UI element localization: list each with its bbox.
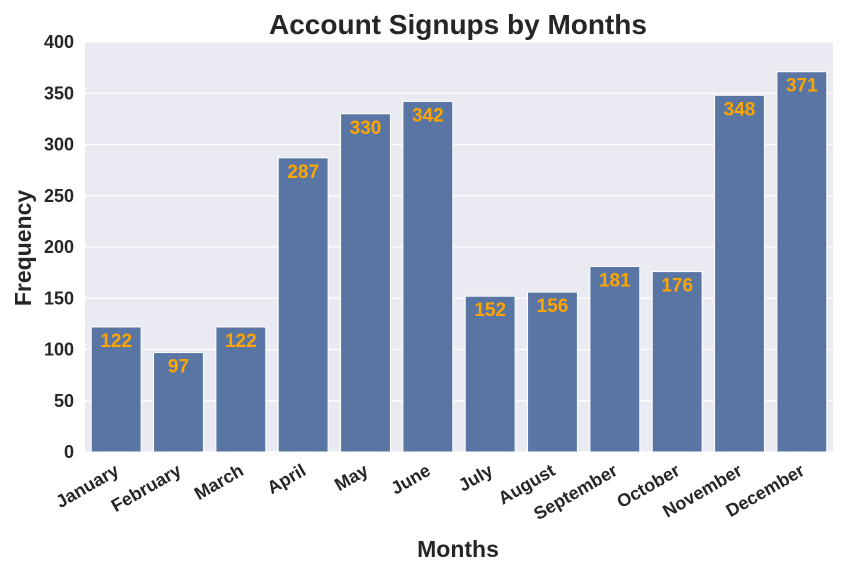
- data-label: 330: [350, 118, 382, 139]
- data-label: 181: [599, 270, 631, 291]
- x-tick-label: February: [108, 460, 185, 516]
- bar-may: [340, 113, 391, 453]
- bar-september: [589, 265, 641, 453]
- chart-title: Account Signups by Months: [269, 9, 647, 40]
- data-label: 176: [661, 276, 693, 297]
- data-label: 97: [168, 357, 189, 378]
- y-tick-label: 200: [44, 237, 74, 257]
- data-label: 122: [225, 331, 257, 352]
- data-labels: 122 97 122 287 330 342 152 156 181 176 348 371: [100, 76, 818, 378]
- data-label: 122: [100, 331, 132, 352]
- bar-april: [277, 157, 329, 453]
- x-tick-label: June: [387, 460, 433, 498]
- y-axis-label: Frequency: [10, 190, 36, 307]
- y-tick-label: 400: [44, 32, 74, 52]
- bar-july: [464, 295, 516, 453]
- bar-february: [153, 352, 204, 453]
- data-label: 348: [724, 99, 756, 120]
- data-label: 152: [474, 300, 506, 321]
- bar-august: [527, 291, 578, 453]
- bar-october: [651, 271, 703, 453]
- data-label: 342: [412, 105, 444, 126]
- data-label: 156: [537, 296, 569, 317]
- y-tick-label: 150: [44, 288, 74, 308]
- bar-november: [714, 94, 765, 453]
- data-label: 371: [786, 76, 818, 97]
- bar-june: [402, 100, 454, 453]
- y-tick-label: 300: [44, 135, 74, 155]
- x-axis-label: Months: [417, 536, 499, 562]
- y-tick-label: 0: [64, 442, 74, 462]
- x-tick-label: July: [455, 460, 496, 495]
- bars: [90, 71, 828, 453]
- y-axis-ticks: 0 50 100 150 200 250 300 350 400: [44, 32, 74, 462]
- bar-january: [90, 326, 142, 453]
- y-tick-label: 50: [54, 391, 74, 411]
- data-label: 287: [287, 162, 319, 183]
- gridlines: [85, 41, 833, 453]
- x-tick-label: May: [331, 460, 371, 495]
- bar-march: [215, 326, 267, 453]
- y-tick-label: 350: [44, 83, 74, 103]
- y-tick-label: 100: [44, 340, 74, 360]
- y-tick-label: 250: [44, 186, 74, 206]
- x-tick-label: March: [191, 460, 247, 504]
- x-tick-label: April: [264, 460, 310, 498]
- bar-december: [776, 71, 828, 453]
